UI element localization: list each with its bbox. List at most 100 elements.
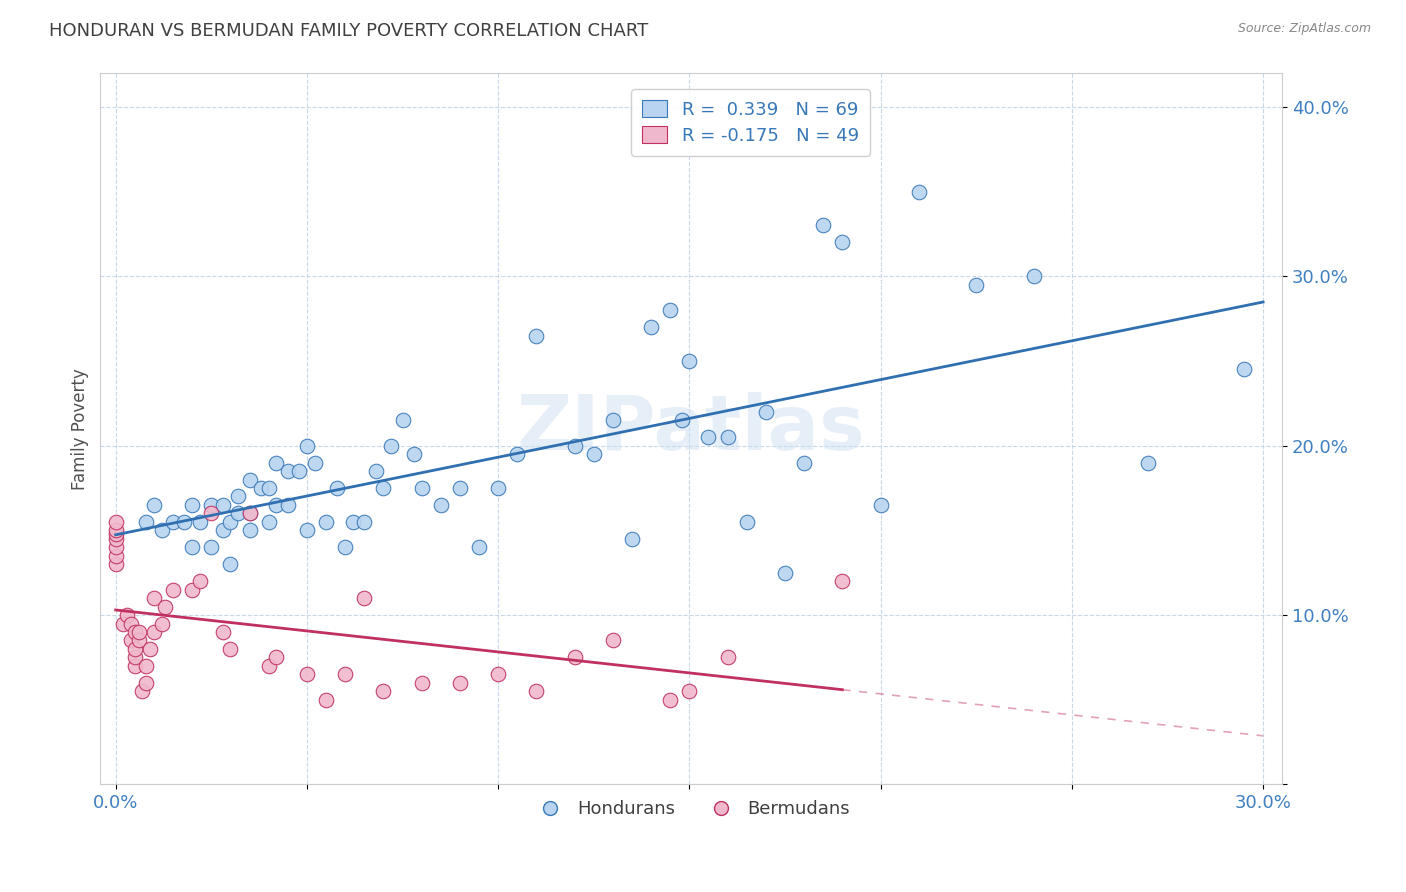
Point bbox=[211, 498, 233, 512]
Point bbox=[506, 447, 529, 461]
Point bbox=[150, 524, 173, 538]
Point bbox=[124, 658, 146, 673]
Point bbox=[211, 524, 233, 538]
Point bbox=[678, 354, 700, 368]
Point bbox=[468, 541, 491, 555]
Point bbox=[793, 456, 815, 470]
Point bbox=[333, 541, 356, 555]
Point bbox=[755, 405, 778, 419]
Point bbox=[181, 582, 204, 597]
Point bbox=[200, 507, 222, 521]
Point bbox=[380, 439, 402, 453]
Legend: Hondurans, Bermudans: Hondurans, Bermudans bbox=[524, 793, 858, 825]
Point bbox=[735, 515, 758, 529]
Point bbox=[1233, 362, 1256, 376]
Point bbox=[219, 515, 242, 529]
Point bbox=[449, 481, 471, 495]
Point bbox=[128, 633, 150, 648]
Point bbox=[486, 481, 509, 495]
Point bbox=[277, 498, 299, 512]
Point bbox=[266, 456, 288, 470]
Point bbox=[773, 566, 796, 580]
Point bbox=[188, 515, 211, 529]
Point bbox=[219, 641, 242, 656]
Point bbox=[173, 515, 195, 529]
Point bbox=[188, 574, 211, 589]
Point bbox=[135, 658, 157, 673]
Point bbox=[211, 624, 233, 639]
Point bbox=[155, 599, 177, 614]
Point bbox=[411, 481, 433, 495]
Point bbox=[813, 219, 835, 233]
Point bbox=[678, 684, 700, 698]
Point bbox=[315, 692, 337, 706]
Point bbox=[162, 582, 184, 597]
Point bbox=[226, 507, 249, 521]
Point bbox=[238, 507, 260, 521]
Point bbox=[333, 667, 356, 681]
Text: Source: ZipAtlas.com: Source: ZipAtlas.com bbox=[1237, 22, 1371, 36]
Point bbox=[257, 515, 280, 529]
Point bbox=[564, 650, 586, 665]
Point bbox=[104, 549, 127, 563]
Point bbox=[181, 541, 204, 555]
Point bbox=[142, 498, 165, 512]
Point bbox=[373, 684, 395, 698]
Point bbox=[200, 498, 222, 512]
Point bbox=[429, 498, 451, 512]
Point bbox=[124, 641, 146, 656]
Point bbox=[104, 526, 127, 541]
Point bbox=[128, 624, 150, 639]
Point bbox=[659, 303, 682, 318]
Point bbox=[120, 616, 142, 631]
Text: ZIPatlas: ZIPatlas bbox=[517, 392, 866, 466]
Point bbox=[139, 641, 162, 656]
Point bbox=[602, 633, 624, 648]
Point bbox=[124, 650, 146, 665]
Point bbox=[564, 439, 586, 453]
Point bbox=[1022, 269, 1045, 284]
Point bbox=[104, 515, 127, 529]
Point bbox=[226, 490, 249, 504]
Y-axis label: Family Poverty: Family Poverty bbox=[72, 368, 89, 490]
Point bbox=[353, 591, 375, 606]
Point bbox=[295, 524, 318, 538]
Point bbox=[162, 515, 184, 529]
Point bbox=[104, 541, 127, 555]
Point bbox=[135, 675, 157, 690]
Point bbox=[621, 532, 644, 546]
Point bbox=[908, 185, 931, 199]
Point bbox=[486, 667, 509, 681]
Point bbox=[142, 591, 165, 606]
Point bbox=[257, 481, 280, 495]
Point bbox=[717, 430, 740, 444]
Point bbox=[257, 658, 280, 673]
Point bbox=[238, 507, 260, 521]
Point bbox=[112, 616, 135, 631]
Point bbox=[238, 524, 260, 538]
Point bbox=[449, 675, 471, 690]
Point bbox=[266, 650, 288, 665]
Point bbox=[671, 413, 693, 427]
Point bbox=[131, 684, 153, 698]
Point bbox=[315, 515, 337, 529]
Point bbox=[295, 667, 318, 681]
Point bbox=[219, 558, 242, 572]
Point bbox=[353, 515, 375, 529]
Point bbox=[602, 413, 624, 427]
Point bbox=[364, 464, 387, 478]
Point bbox=[640, 320, 662, 334]
Point bbox=[402, 447, 425, 461]
Point bbox=[266, 498, 288, 512]
Point bbox=[288, 464, 311, 478]
Point bbox=[965, 277, 987, 292]
Point bbox=[831, 235, 853, 250]
Point bbox=[104, 532, 127, 546]
Point bbox=[250, 481, 273, 495]
Point bbox=[831, 574, 853, 589]
Point bbox=[342, 515, 364, 529]
Point bbox=[200, 541, 222, 555]
Point bbox=[697, 430, 720, 444]
Point bbox=[869, 498, 891, 512]
Point bbox=[124, 624, 146, 639]
